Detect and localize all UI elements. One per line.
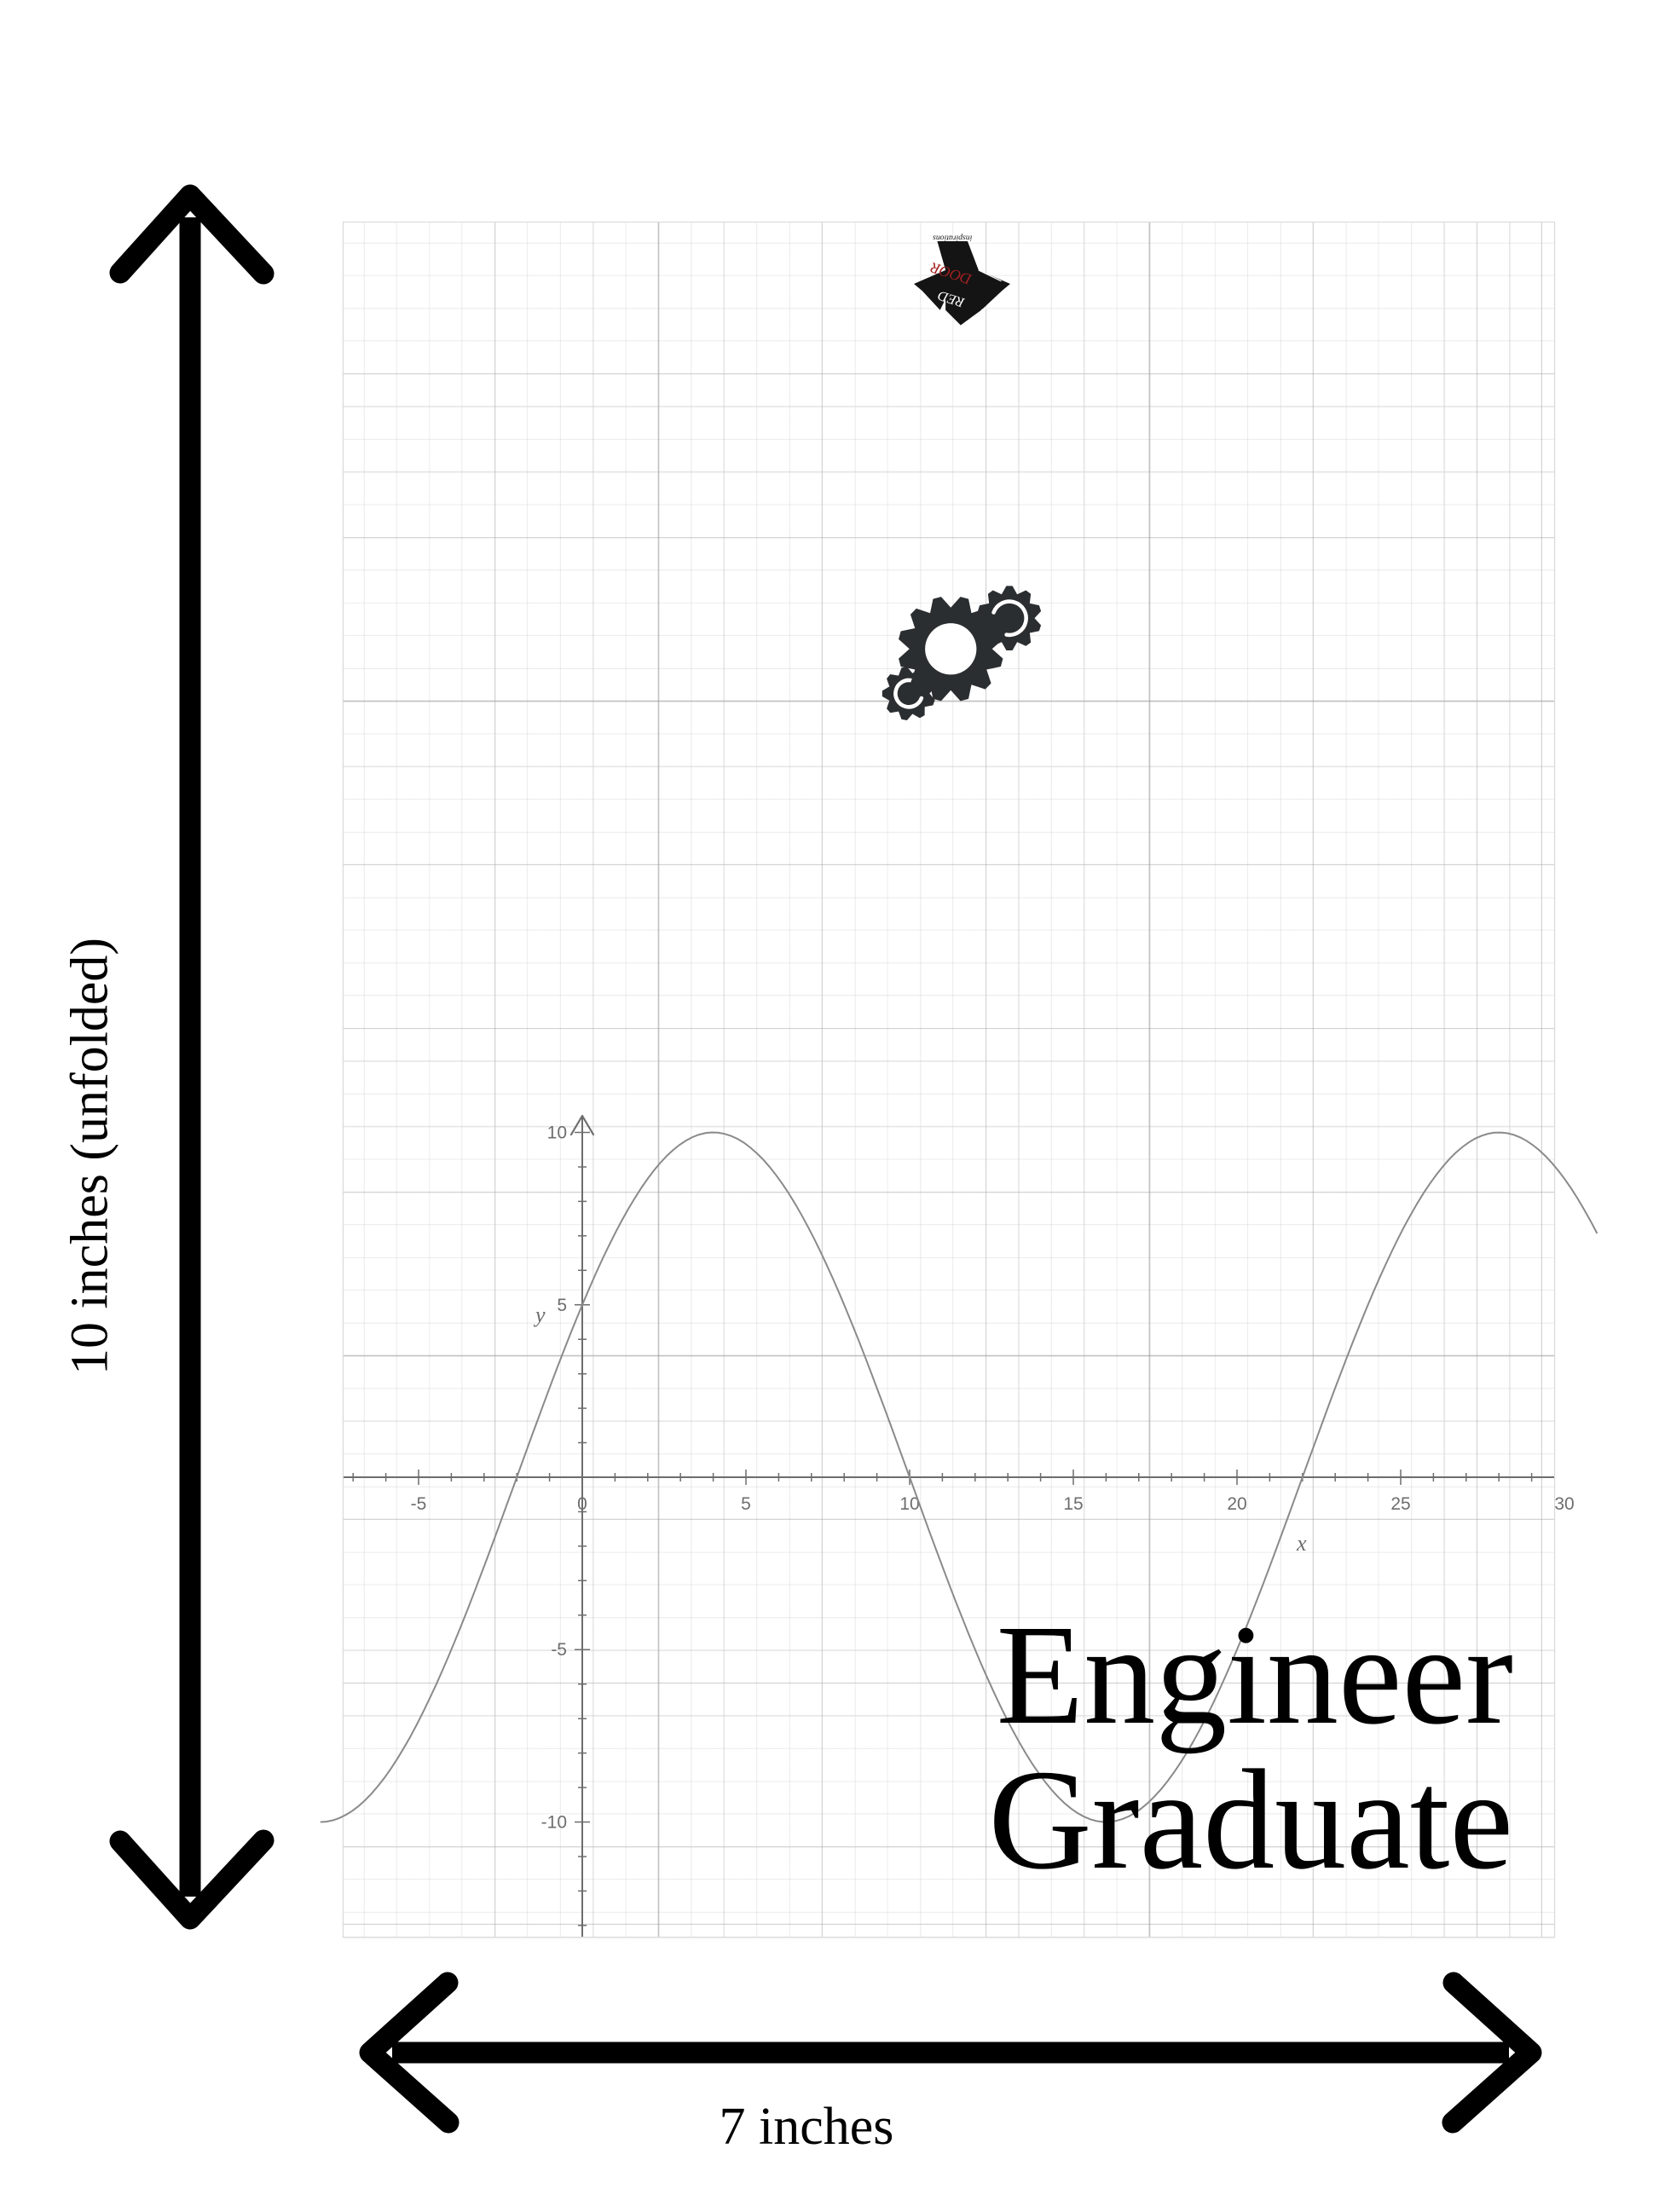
svg-text:20: 20 [1227,1494,1246,1514]
svg-text:5: 5 [741,1494,751,1514]
svg-text:5: 5 [557,1296,567,1315]
svg-text:y: y [533,1302,546,1327]
svg-text:x: x [1296,1531,1307,1556]
svg-text:inspirations: inspirations [933,234,972,243]
svg-text:Engineer: Engineer [997,1596,1513,1754]
svg-text:Graduate: Graduate [988,1741,1513,1899]
svg-text:0: 0 [577,1494,587,1514]
svg-text:-5: -5 [551,1640,567,1660]
svg-text:10: 10 [547,1123,567,1143]
svg-text:-5: -5 [411,1494,427,1514]
svg-text:25: 25 [1390,1494,1410,1514]
svg-text:-10: -10 [541,1813,567,1833]
svg-text:30: 30 [1554,1494,1574,1514]
svg-text:15: 15 [1063,1494,1083,1514]
